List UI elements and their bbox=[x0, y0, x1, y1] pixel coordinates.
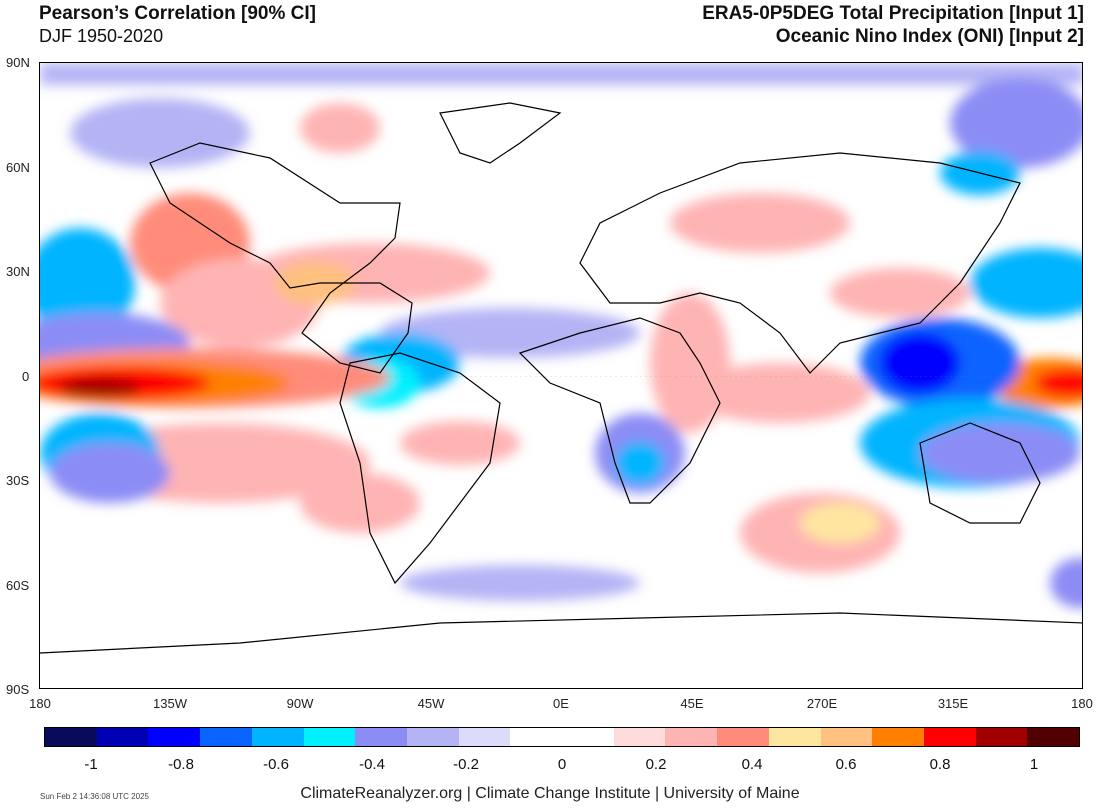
colorbar-swatch-10 bbox=[562, 728, 614, 746]
colorbar-swatch-4 bbox=[251, 728, 304, 746]
colorbar-label: -0.6 bbox=[263, 756, 289, 773]
lat-label-90s: 90S bbox=[6, 682, 30, 697]
colorbar-swatch-8 bbox=[458, 728, 511, 746]
colorbar-swatch-19 bbox=[1027, 728, 1080, 746]
colorbar-label: 0 bbox=[557, 756, 567, 773]
lat-label-eq: 0 bbox=[22, 369, 30, 384]
lon-label-0e: 0E bbox=[553, 696, 569, 711]
colorbar-swatch-13 bbox=[717, 728, 769, 746]
coastlines bbox=[40, 102, 1082, 654]
lon-label-180e: 180 bbox=[1071, 696, 1093, 711]
lat-label-30s: 30S bbox=[6, 473, 30, 488]
colorbar-swatch-5 bbox=[303, 728, 356, 746]
colorbar-label: -0.4 bbox=[359, 756, 385, 773]
lon-label-315e: 315E bbox=[937, 696, 969, 711]
colorbar-swatch-18 bbox=[975, 728, 1028, 746]
lon-label-180w: 180 bbox=[29, 696, 51, 711]
colorbar bbox=[44, 727, 1080, 747]
credit-line: ClimateReanalyzer.org | Climate Change I… bbox=[300, 785, 800, 802]
colorbar-swatch-12 bbox=[665, 728, 718, 746]
lon-label-45w: 45W bbox=[417, 696, 445, 711]
lon-label-135w: 135W bbox=[153, 696, 187, 711]
lat-label-60s: 60S bbox=[6, 578, 30, 593]
colorbar-swatch-3 bbox=[200, 728, 252, 746]
colorbar-swatch-2 bbox=[148, 728, 201, 746]
colorbar-label: 0.6 bbox=[835, 756, 857, 773]
map-title: Pearson’s Correlation [90% CI] bbox=[39, 3, 316, 24]
colorbar-label: -0.8 bbox=[168, 756, 194, 773]
colorbar-swatch-15 bbox=[820, 728, 873, 746]
colorbar-swatch-0 bbox=[45, 728, 97, 746]
lat-label-60n: 60N bbox=[6, 160, 30, 175]
colorbar-swatch-16 bbox=[872, 728, 924, 746]
colorbar-swatch-14 bbox=[768, 728, 821, 746]
input-1-title: ERA5-0P5DEG Total Precipitation [Input 1… bbox=[702, 3, 1084, 24]
colorbar-swatch-17 bbox=[923, 728, 976, 746]
lon-label-45e: 45E bbox=[680, 696, 704, 711]
lon-label-90w: 90W bbox=[286, 696, 314, 711]
colorbar-swatch-9 bbox=[510, 728, 563, 746]
colorbar-swatch-11 bbox=[613, 728, 666, 746]
map-subtitle: DJF 1950-2020 bbox=[39, 26, 164, 46]
colorbar-label: 0.4 bbox=[741, 756, 763, 773]
colorbar-label: 0.8 bbox=[929, 756, 951, 773]
timestamp: Sun Feb 2 14:36:08 UTC 2025 bbox=[40, 792, 149, 801]
input-2-title: Oceanic Nino Index (ONI) [Input 2] bbox=[775, 26, 1084, 47]
lat-label-90n: 90N bbox=[6, 55, 30, 70]
correlation-field bbox=[40, 63, 1082, 608]
correlation-map bbox=[39, 62, 1083, 689]
colorbar-swatch-6 bbox=[355, 728, 407, 746]
colorbar-label: -1 bbox=[84, 756, 98, 773]
lat-label-30n: 30N bbox=[6, 264, 30, 279]
colorbar-swatch-1 bbox=[96, 728, 149, 746]
lon-label-270e: 270E bbox=[806, 696, 838, 711]
colorbar-swatch-7 bbox=[406, 728, 459, 746]
colorbar-label: -0.2 bbox=[453, 756, 479, 773]
colorbar-label: 0.2 bbox=[645, 756, 667, 773]
colorbar-label: 1 bbox=[1029, 756, 1039, 773]
map-canvas bbox=[40, 63, 1082, 688]
